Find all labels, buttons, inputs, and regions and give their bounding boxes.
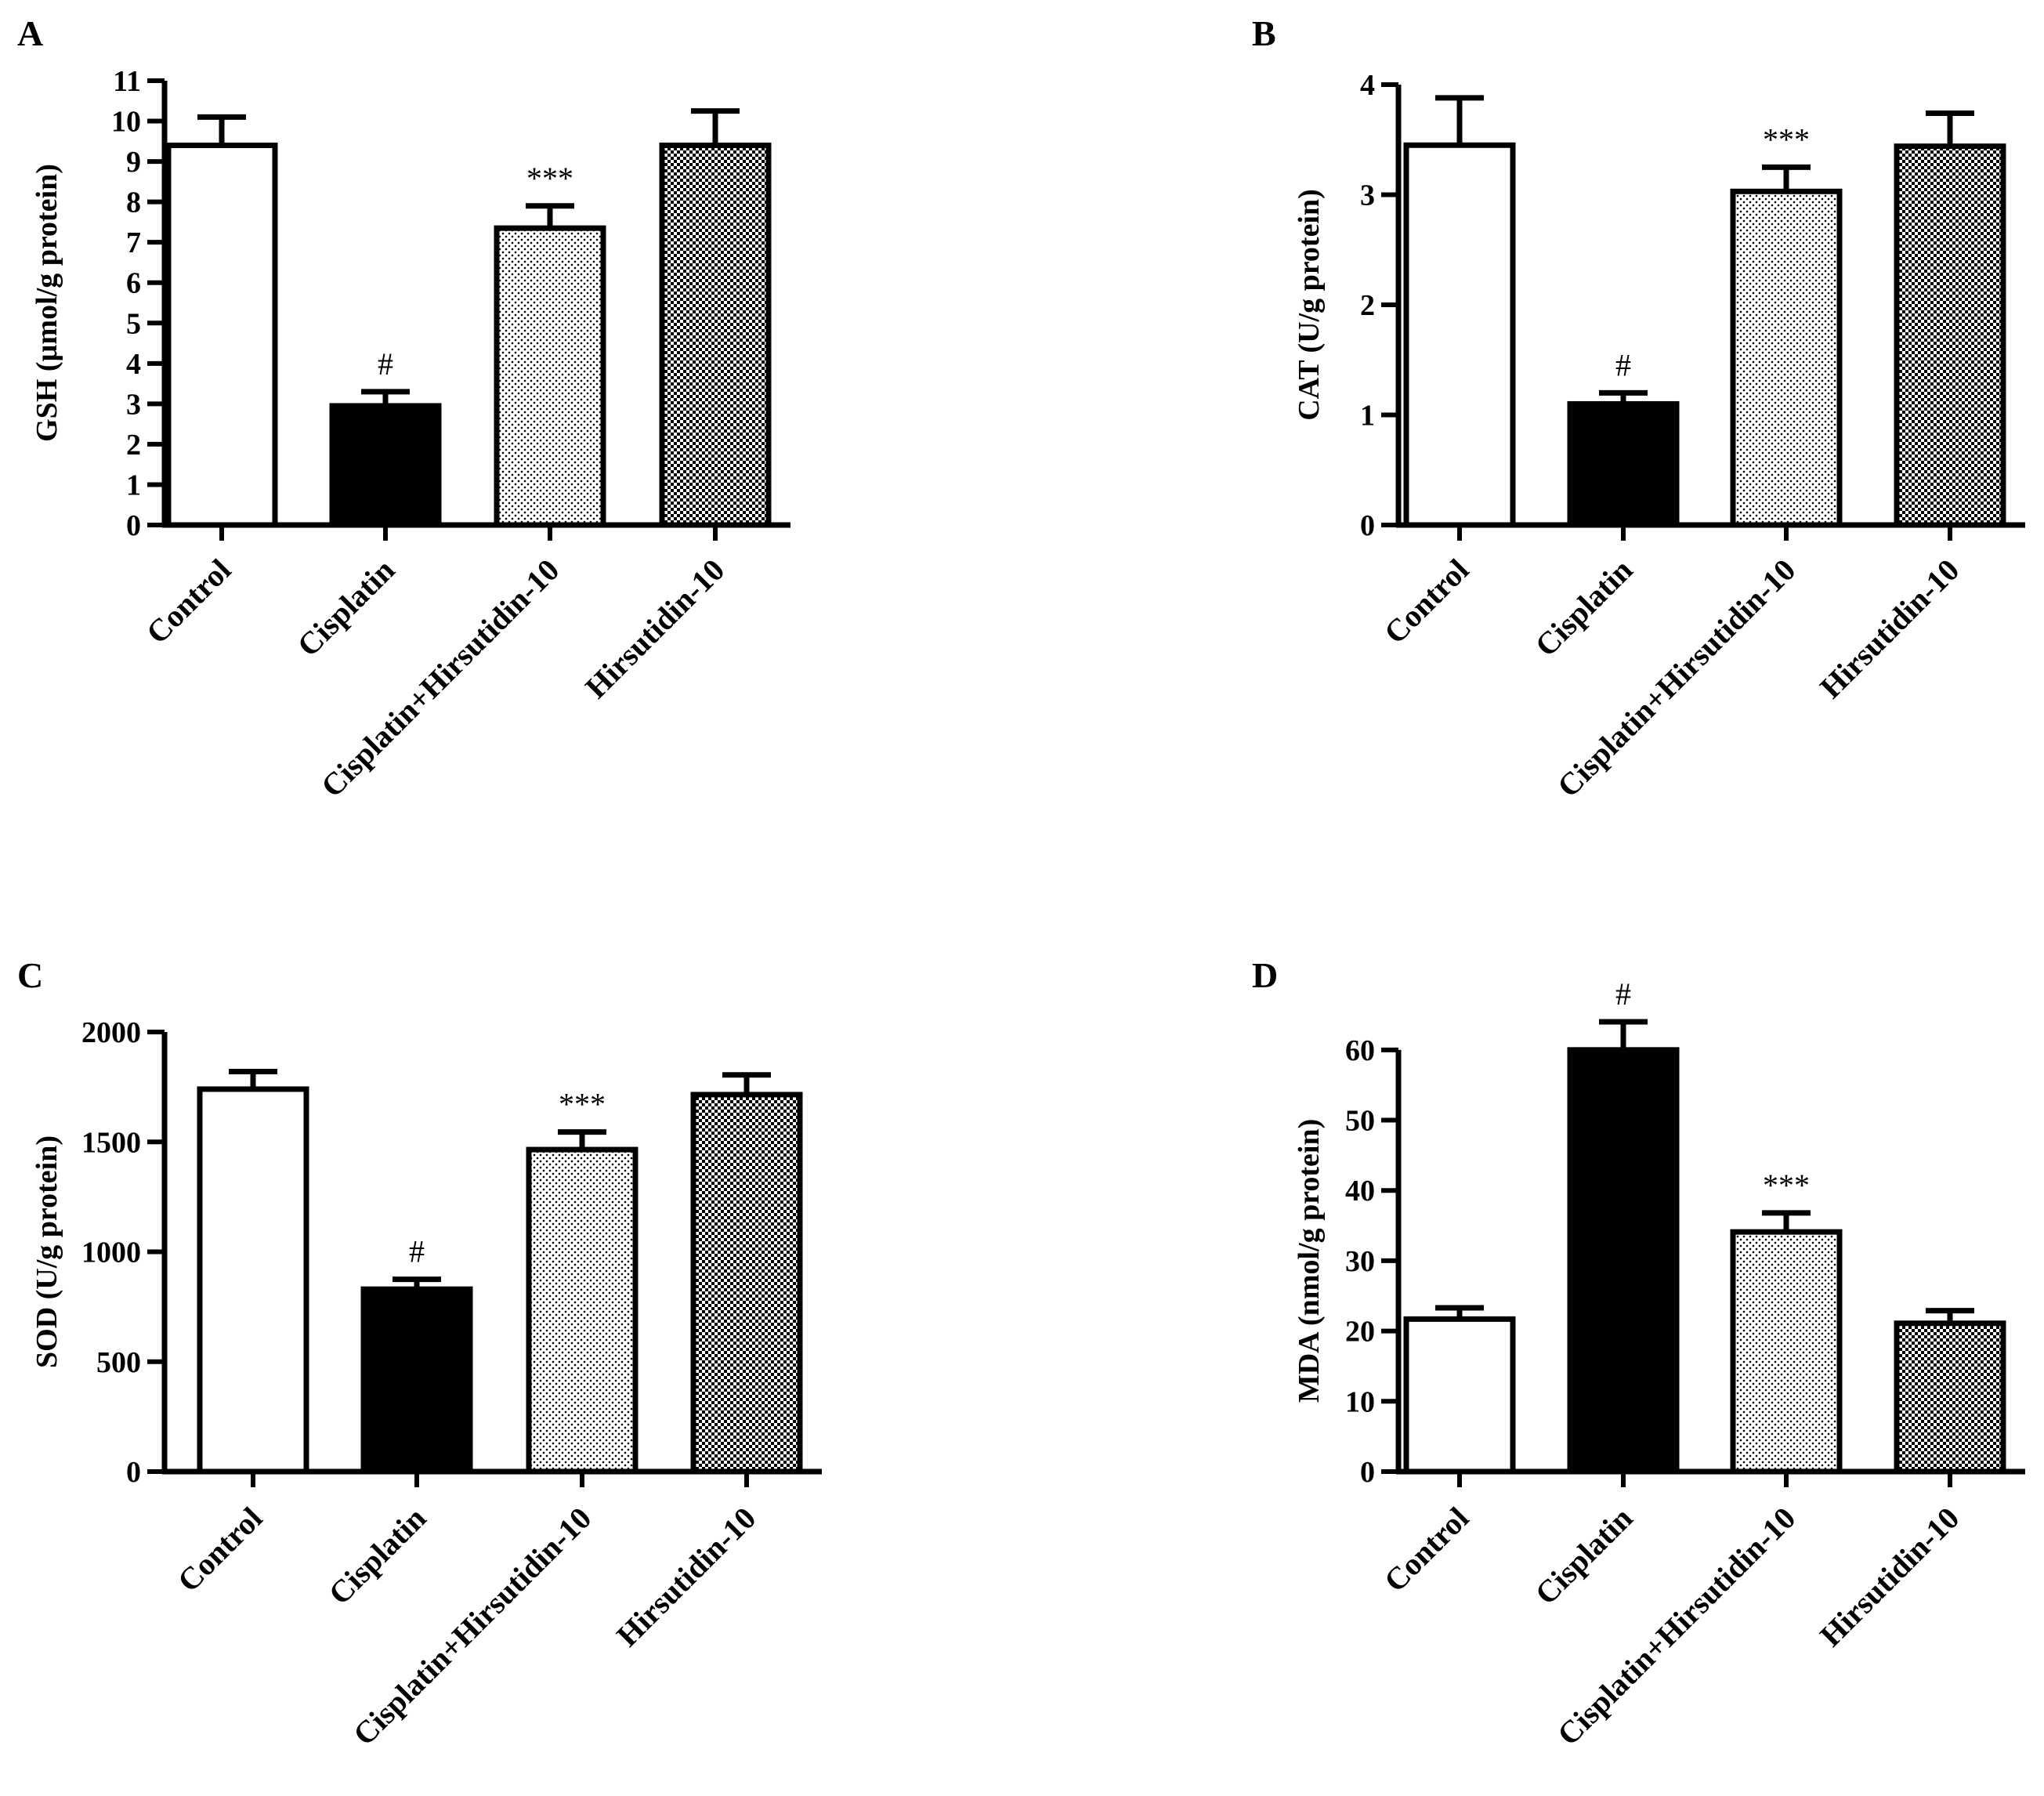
y-tick-label-a-11: 11 [113, 65, 141, 98]
y-tick-label-c-0: 0 [126, 1456, 141, 1489]
category-label-d-hirsutidin-10: Hirsutidin-10 [1813, 1501, 1966, 1653]
y-tick-label-d-40: 40 [1345, 1175, 1375, 1208]
chart-panel-a: A 0 1 2 3 4 5 6 7 8 9 10 11 GSH (µmol/g protein) Contr… [17, 13, 790, 804]
y-tick-label-c-1000: 1000 [81, 1237, 141, 1269]
category-label-c-control: Control [171, 1501, 270, 1599]
y-tick-label-c-2000: 2000 [81, 1016, 141, 1049]
y-tick-label-a-1: 1 [126, 469, 141, 502]
category-label-a-hirsutidin-10: Hirsutidin-10 [578, 552, 731, 705]
category-label-b-hirsutidin-10: Hirsutidin-10 [1813, 552, 1966, 705]
y-tick-label-a-10: 10 [111, 106, 141, 139]
significance-b-cisplatin-hirsutidin-10: *** [1763, 121, 1810, 157]
y-axis-title-d: MDA (nmol/g protein) [1293, 1119, 1326, 1403]
y-tick-label-d-30: 30 [1345, 1245, 1375, 1278]
y-tick-label-a-9: 9 [126, 146, 141, 179]
chart-panel-b: B 0 1 2 3 4 CAT (U/g protein) Control # Cisplatin… [1252, 13, 2025, 804]
y-tick-label-a-6: 6 [126, 267, 141, 300]
bar-b-hirsutidin-10 [1894, 143, 2006, 528]
y-tick-label-b-1: 1 [1360, 400, 1375, 433]
category-label-a-control: Control [139, 552, 238, 651]
panel-label-a: A [17, 13, 43, 53]
bar-a-cisplatin-hirsutidin-10 [494, 225, 606, 528]
significance-d-cisplatin: # [1615, 976, 1631, 1012]
y-tick-label-a-0: 0 [126, 509, 141, 542]
bar-b-cisplatin-hirsutidin-10 [1730, 188, 1843, 528]
y-tick-label-b-3: 3 [1360, 179, 1375, 212]
bar-a-hirsutidin-10 [659, 142, 772, 528]
significance-c-cisplatin: # [409, 1234, 425, 1269]
chart-panel-c: C 0 500 1000 1500 2000 SOD (U/g protein) Contro… [17, 955, 822, 1752]
panel-label-d: D [1252, 955, 1278, 995]
y-tick-label-a-2: 2 [126, 429, 141, 462]
bar-a-cisplatin [329, 403, 442, 528]
y-tick-label-a-4: 4 [126, 348, 141, 381]
y-tick-label-a-3: 3 [126, 388, 141, 421]
bar-c-cisplatin-hirsutidin-10 [526, 1146, 639, 1475]
category-label-d-cisplatin: Cisplatin [1528, 1501, 1640, 1612]
bar-c-cisplatin [360, 1286, 473, 1475]
bar-d-cisplatin-hirsutidin-10 [1730, 1229, 1843, 1475]
significance-a-cisplatin: # [378, 346, 393, 382]
category-label-a-cisplatin: Cisplatin [291, 552, 402, 664]
y-tick-label-b-0: 0 [1360, 509, 1375, 542]
bar-c-control [197, 1086, 309, 1475]
chart-panel-d: D 0 10 20 30 40 50 60 MDA (nmol/g protein) Contro… [1252, 955, 2025, 1752]
panel-label-b: B [1252, 13, 1276, 53]
significance-a-cisplatin-hirsutidin-10: *** [526, 161, 573, 196]
y-tick-label-a-8: 8 [126, 186, 141, 219]
bar-a-control [165, 142, 278, 528]
category-label-b-control: Control [1377, 552, 1476, 651]
y-axis-title-c: SOD (U/g protein) [31, 1135, 63, 1368]
y-tick-label-c-1500: 1500 [81, 1126, 141, 1159]
y-tick-label-a-5: 5 [126, 307, 141, 340]
y-tick-label-b-2: 2 [1360, 289, 1375, 322]
category-label-c-cisplatin: Cisplatin [322, 1501, 433, 1612]
y-axis-title-b: CAT (U/g protein) [1293, 189, 1326, 421]
bar-d-control [1403, 1316, 1516, 1475]
category-label-c-hirsutidin-10: Hirsutidin-10 [610, 1501, 762, 1653]
bar-b-control [1403, 142, 1516, 528]
y-tick-label-d-0: 0 [1360, 1456, 1375, 1489]
y-tick-label-d-60: 60 [1345, 1034, 1375, 1067]
y-axis-title-a: GSH (µmol/g protein) [31, 164, 63, 442]
bar-d-cisplatin [1567, 1047, 1680, 1475]
category-label-b-cisplatin: Cisplatin [1528, 552, 1640, 664]
bar-c-hirsutidin-10 [690, 1092, 803, 1475]
category-label-d-control: Control [1377, 1501, 1476, 1599]
bar-d-hirsutidin-10 [1894, 1320, 2006, 1475]
significance-b-cisplatin: # [1615, 347, 1631, 382]
y-tick-label-a-7: 7 [126, 226, 141, 259]
y-tick-label-c-500: 500 [96, 1346, 141, 1379]
panel-label-c: C [17, 955, 43, 995]
significance-d-cisplatin-hirsutidin-10: *** [1763, 1168, 1810, 1203]
bar-b-cisplatin [1567, 400, 1680, 528]
y-tick-label-d-20: 20 [1345, 1316, 1375, 1349]
y-tick-label-d-10: 10 [1345, 1385, 1375, 1418]
y-tick-label-d-50: 50 [1345, 1105, 1375, 1138]
y-tick-label-b-4: 4 [1360, 69, 1375, 102]
significance-c-cisplatin-hirsutidin-10: *** [559, 1087, 606, 1122]
